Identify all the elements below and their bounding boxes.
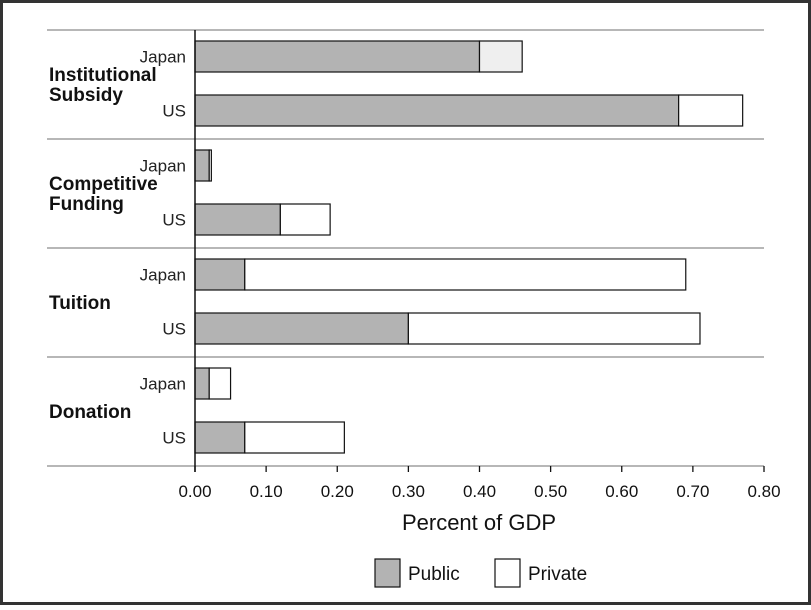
x-tick-label: 0.60	[605, 482, 638, 501]
x-axis-title: Percent of GDP	[402, 510, 556, 535]
bar-private	[208, 149, 212, 182]
category-label: US	[162, 102, 186, 121]
x-axis: 0.00 0.10 0.20 0.30 0.40 0.50 0.60 0.70 0.80	[178, 30, 781, 501]
x-tick-label: 0.80	[747, 482, 780, 501]
bar-private	[478, 40, 523, 73]
bar-public	[194, 312, 409, 345]
x-tick-label: 0.30	[392, 482, 425, 501]
category-label: US	[162, 211, 186, 230]
legend-label-public: Public	[408, 564, 460, 585]
x-tick-label: 0.00	[178, 482, 211, 501]
category-label: US	[162, 320, 186, 339]
group-label: Institutional Subsidy	[49, 65, 157, 106]
legend-swatch-private	[494, 558, 521, 588]
bar-private	[244, 258, 687, 291]
category-label: US	[162, 429, 186, 448]
bar-public	[194, 94, 680, 127]
bar-private	[407, 312, 701, 345]
x-tick-label: 0.10	[250, 482, 283, 501]
x-tick-label: 0.70	[676, 482, 709, 501]
legend-swatch-public	[374, 558, 401, 588]
x-tick-label: 0.40	[463, 482, 496, 501]
legend-label-private: Private	[528, 564, 587, 585]
group-separators	[47, 29, 764, 467]
category-label: Japan	[140, 266, 186, 285]
bar-private	[279, 203, 331, 236]
bar-public	[194, 367, 210, 400]
bar-public	[194, 421, 246, 454]
bar-private	[244, 421, 345, 454]
category-label: Japan	[140, 375, 186, 394]
group-label: Competitive Funding	[49, 174, 158, 215]
group-label: Tuition	[49, 293, 111, 314]
bar-public	[194, 40, 481, 73]
bar-private	[678, 94, 744, 127]
bar-public	[194, 203, 281, 236]
x-tick-label: 0.20	[321, 482, 354, 501]
category-label: Japan	[140, 48, 186, 67]
bar-public	[194, 149, 210, 182]
bar-public	[194, 258, 246, 291]
group-label: Donation	[49, 402, 131, 423]
bar-private	[208, 367, 232, 400]
legend: Public Private	[374, 558, 587, 588]
x-tick-label: 0.50	[534, 482, 567, 501]
category-label: Japan	[140, 157, 186, 176]
